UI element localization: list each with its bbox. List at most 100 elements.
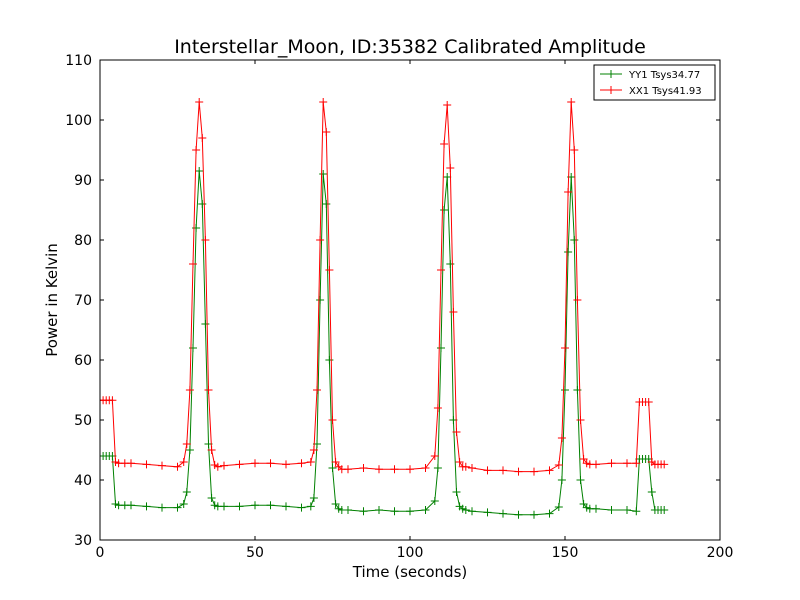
data-point-marker [207, 494, 216, 502]
legend-label: XX1 Tsys41.93 [629, 86, 702, 97]
data-point-marker [325, 356, 334, 364]
data-point-marker [127, 501, 135, 510]
data-point-marker [607, 459, 616, 468]
data-point-marker [158, 503, 166, 512]
data-point-marker [406, 507, 414, 516]
data-point-marker [567, 98, 576, 106]
y-tick-label: 70 [74, 293, 92, 309]
data-point-marker [421, 506, 430, 514]
data-point-marker [564, 188, 573, 196]
y-axis-label: Power in Kelvin [43, 243, 61, 357]
data-point-marker [322, 200, 331, 208]
data-point-marker [514, 467, 523, 476]
y-tick-label: 60 [74, 353, 92, 369]
data-point-marker [579, 455, 588, 463]
data-point-marker [306, 458, 315, 466]
data-point-marker [440, 140, 449, 148]
data-point-marker [647, 488, 656, 496]
y-tick-label: 110 [65, 53, 92, 69]
data-point-marker [421, 464, 430, 472]
y-tick-label: 100 [65, 113, 92, 129]
legend-marker [607, 70, 615, 78]
data-point-marker [192, 224, 201, 232]
data-point-marker [195, 98, 204, 106]
data-point-marker [449, 308, 458, 316]
data-point-marker [266, 501, 275, 510]
data-point-marker [251, 501, 259, 510]
series-line [100, 101, 665, 473]
x-tick-label: 0 [96, 545, 105, 561]
y-tick-label: 40 [74, 473, 92, 489]
data-point-marker [557, 434, 566, 442]
data-point-marker [530, 467, 538, 476]
data-point-marker [235, 502, 244, 511]
data-point-marker [443, 101, 452, 109]
data-point-marker [319, 98, 328, 106]
data-point-marker [359, 507, 368, 516]
data-point-marker [185, 386, 194, 394]
data-point-marker [179, 458, 188, 466]
data-point-marker [576, 476, 585, 484]
y-tick-label: 80 [74, 233, 92, 249]
data-point-marker [561, 386, 569, 394]
data-point-marker [483, 508, 492, 517]
data-point-marker [316, 236, 325, 244]
data-point-marker [433, 464, 442, 472]
x-tick-label: 200 [707, 545, 734, 561]
data-point-marker [108, 396, 117, 405]
series-layer [100, 98, 669, 519]
data-point-marker [182, 440, 191, 448]
legend-marker [607, 86, 615, 94]
data-point-marker [660, 460, 669, 469]
data-point-marker [461, 462, 470, 471]
data-point-marker [344, 465, 352, 474]
x-tick-label: 50 [246, 545, 264, 561]
data-point-marker [331, 500, 340, 508]
data-point-marker [554, 461, 563, 469]
chart-title: Interstellar_Moon, ID:35382 Calibrated A… [174, 36, 646, 58]
data-point-marker [359, 464, 368, 472]
data-point-marker [309, 446, 318, 454]
series-1 [100, 98, 669, 476]
data-point-marker [251, 459, 259, 468]
y-ticks: 30 40 50 60 70 80 90 100 110 [65, 53, 720, 549]
data-point-marker [461, 506, 470, 514]
data-point-marker [325, 266, 334, 274]
data-point-marker [189, 344, 197, 352]
data-point-marker [309, 494, 318, 502]
data-point-marker [390, 507, 399, 516]
data-point-marker [446, 260, 455, 268]
series-line [100, 170, 665, 516]
data-point-marker [468, 507, 476, 516]
data-point-marker [201, 320, 210, 328]
data-point-marker [235, 460, 244, 469]
data-point-marker [561, 344, 569, 352]
data-point-marker [201, 236, 210, 244]
data-point-marker [433, 404, 442, 412]
data-point-marker [297, 459, 306, 468]
data-point-marker [554, 503, 563, 511]
data-point-marker [592, 460, 600, 469]
data-point-marker [406, 465, 414, 474]
data-point-marker [632, 459, 641, 468]
data-point-marker [195, 167, 204, 175]
x-axis-label: Time (seconds) [352, 563, 468, 581]
data-point-marker [313, 386, 321, 394]
data-point-marker [189, 260, 197, 268]
data-point-marker [483, 466, 492, 475]
data-point-marker [182, 488, 191, 496]
data-point-marker [297, 503, 306, 512]
legend-box [593, 64, 716, 101]
data-point-marker [446, 164, 455, 172]
data-point-marker [331, 458, 340, 466]
x-tick-label: 150 [552, 545, 579, 561]
data-point-marker [173, 503, 182, 512]
data-point-marker [632, 507, 641, 516]
data-point-marker [514, 510, 523, 519]
data-point-marker [390, 465, 399, 474]
data-point-marker [142, 460, 151, 469]
data-point-marker [198, 134, 207, 142]
data-point-marker [192, 146, 201, 154]
data-point-marker [207, 446, 216, 454]
data-point-marker [282, 502, 290, 511]
